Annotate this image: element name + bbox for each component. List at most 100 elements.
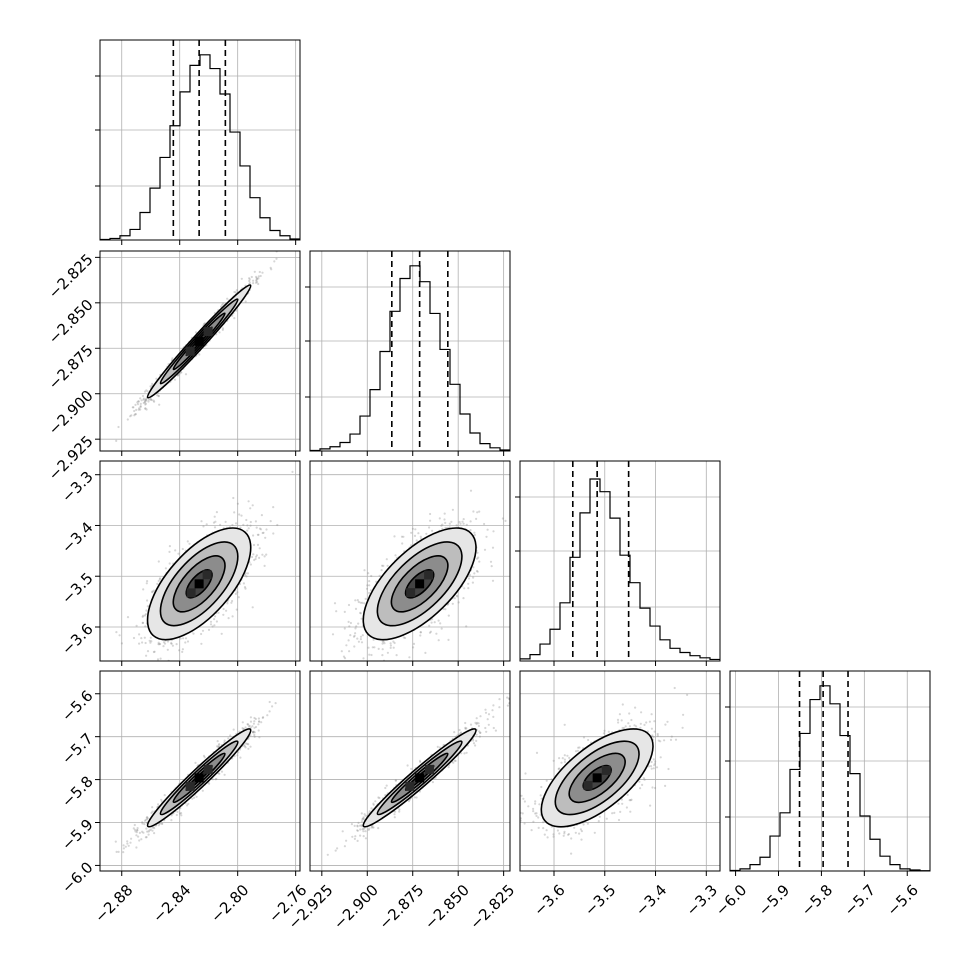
- sample-point: [198, 353, 201, 356]
- sample-point: [272, 506, 275, 509]
- sample-point: [135, 624, 138, 627]
- sample-point: [233, 317, 236, 320]
- sample-point: [145, 654, 148, 657]
- sample-point: [175, 643, 178, 646]
- sample-point: [141, 394, 145, 398]
- sample-point: [255, 277, 258, 280]
- sample-point: [393, 535, 396, 538]
- sample-point: [471, 581, 474, 584]
- sample-point: [249, 726, 253, 729]
- sample-point: [248, 279, 251, 283]
- sample-point: [368, 580, 371, 583]
- sample-point: [242, 582, 245, 585]
- sample-point: [343, 657, 347, 660]
- sample-point: [143, 614, 147, 617]
- sample-point: [357, 600, 360, 604]
- sample-point: [203, 756, 206, 759]
- sample-point: [359, 611, 362, 615]
- sample-point: [153, 832, 156, 835]
- sample-point: [349, 677, 351, 679]
- sample-point: [222, 613, 225, 616]
- sample-point: [144, 836, 147, 839]
- scatter-panel-0-3: [99, 670, 301, 872]
- sample-point: [441, 523, 444, 526]
- sample-point: [186, 540, 189, 543]
- sample-point: [147, 830, 150, 833]
- sample-point: [455, 524, 458, 527]
- sample-point: [151, 806, 154, 809]
- sample-point: [140, 399, 143, 402]
- sample-point: [475, 569, 479, 573]
- sample-point: [173, 378, 177, 381]
- histogram-step-2: [520, 478, 720, 661]
- sample-point: [162, 645, 165, 648]
- sample-point: [255, 279, 258, 282]
- sample-point: [174, 549, 177, 552]
- sample-point: [212, 521, 216, 524]
- sample-point: [444, 526, 447, 530]
- sample-point: [253, 716, 256, 720]
- sample-point: [139, 397, 142, 400]
- sample-point: [357, 640, 360, 643]
- sample-point: [222, 607, 225, 611]
- sample-point: [389, 642, 392, 645]
- sample-point: [145, 836, 148, 839]
- sample-point: [379, 667, 381, 669]
- sample-point: [478, 560, 481, 563]
- sample-point: [149, 398, 152, 401]
- panel-frame: [99, 460, 301, 662]
- sample-point: [152, 589, 155, 592]
- sample-point: [483, 548, 487, 551]
- sample-point: [157, 394, 160, 397]
- sample-point: [343, 610, 346, 614]
- sample-point: [252, 731, 255, 734]
- sample-point: [213, 526, 217, 529]
- sample-point: [149, 641, 152, 644]
- sample-point: [381, 654, 384, 657]
- sample-point: [140, 637, 143, 640]
- sample-point: [146, 599, 149, 602]
- sample-point: [368, 653, 371, 656]
- sample-point: [158, 822, 161, 825]
- sample-point: [402, 636, 405, 639]
- sample-point: [134, 403, 137, 406]
- sample-point: [236, 591, 239, 594]
- sample-point: [400, 535, 404, 538]
- sample-point: [239, 526, 242, 529]
- sample-point: [164, 567, 167, 570]
- histogram-step-0: [100, 54, 300, 241]
- sample-point: [233, 511, 236, 514]
- sample-point: [451, 508, 454, 511]
- histogram-panel-2: [515, 460, 721, 662]
- sample-point: [486, 528, 489, 531]
- sample-point: [369, 589, 372, 592]
- sample-point: [155, 377, 158, 380]
- sample-point: [455, 594, 458, 597]
- sample-point: [247, 500, 250, 503]
- sample-point: [347, 620, 350, 624]
- sample-point: [227, 617, 230, 620]
- sample-point: [385, 558, 388, 561]
- sample-point: [214, 615, 217, 618]
- sample-point: [217, 611, 220, 614]
- sample-point: [143, 390, 147, 393]
- sample-point: [261, 531, 264, 535]
- sample-point: [425, 532, 428, 535]
- sample-point: [255, 526, 258, 529]
- sample-point: [178, 649, 181, 652]
- sample-point: [166, 640, 170, 643]
- sample-point: [254, 717, 257, 721]
- sample-point: [443, 512, 446, 515]
- sample-point: [188, 542, 191, 545]
- sample-point: [501, 517, 504, 520]
- sample-point: [335, 610, 338, 613]
- sample-point: [234, 592, 237, 596]
- panel-frame: [519, 460, 721, 662]
- sample-point: [115, 439, 118, 442]
- sample-point: [238, 513, 241, 516]
- sample-point: [378, 574, 381, 577]
- sample-point: [347, 639, 350, 642]
- sample-point: [144, 613, 147, 616]
- sample-point: [419, 634, 422, 637]
- sample-point: [417, 532, 420, 535]
